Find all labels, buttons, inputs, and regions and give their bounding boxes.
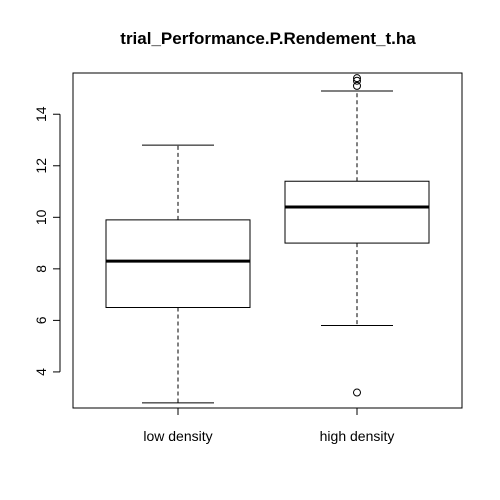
outlier-point: [353, 76, 361, 85]
y-axis: 4 6 8 10 12 14: [33, 106, 61, 376]
chart-title: trial_Performance.P.Rendement_t.ha: [120, 29, 416, 48]
outlier-point: [353, 388, 361, 397]
iqr-box: [284, 180, 430, 244]
y-tick-label: 12: [33, 158, 49, 174]
y-tick-label: 10: [33, 209, 49, 225]
y-tick-label: 8: [33, 265, 49, 273]
y-tick-label: 4: [33, 368, 49, 376]
y-tick-label: 6: [33, 316, 49, 324]
iqr-box: [105, 219, 251, 308]
x-axis: low density high density: [143, 408, 394, 444]
outlier-point: [353, 74, 361, 83]
boxes-group: [105, 74, 430, 404]
plot-frame: [72, 72, 463, 409]
x-tick-label: low density: [143, 428, 212, 444]
box-high-density: [284, 74, 430, 397]
outlier-point: [353, 81, 361, 90]
x-tick-label: high density: [320, 428, 395, 444]
y-tick-label: 14: [33, 106, 49, 122]
box-low-density: [105, 144, 251, 404]
